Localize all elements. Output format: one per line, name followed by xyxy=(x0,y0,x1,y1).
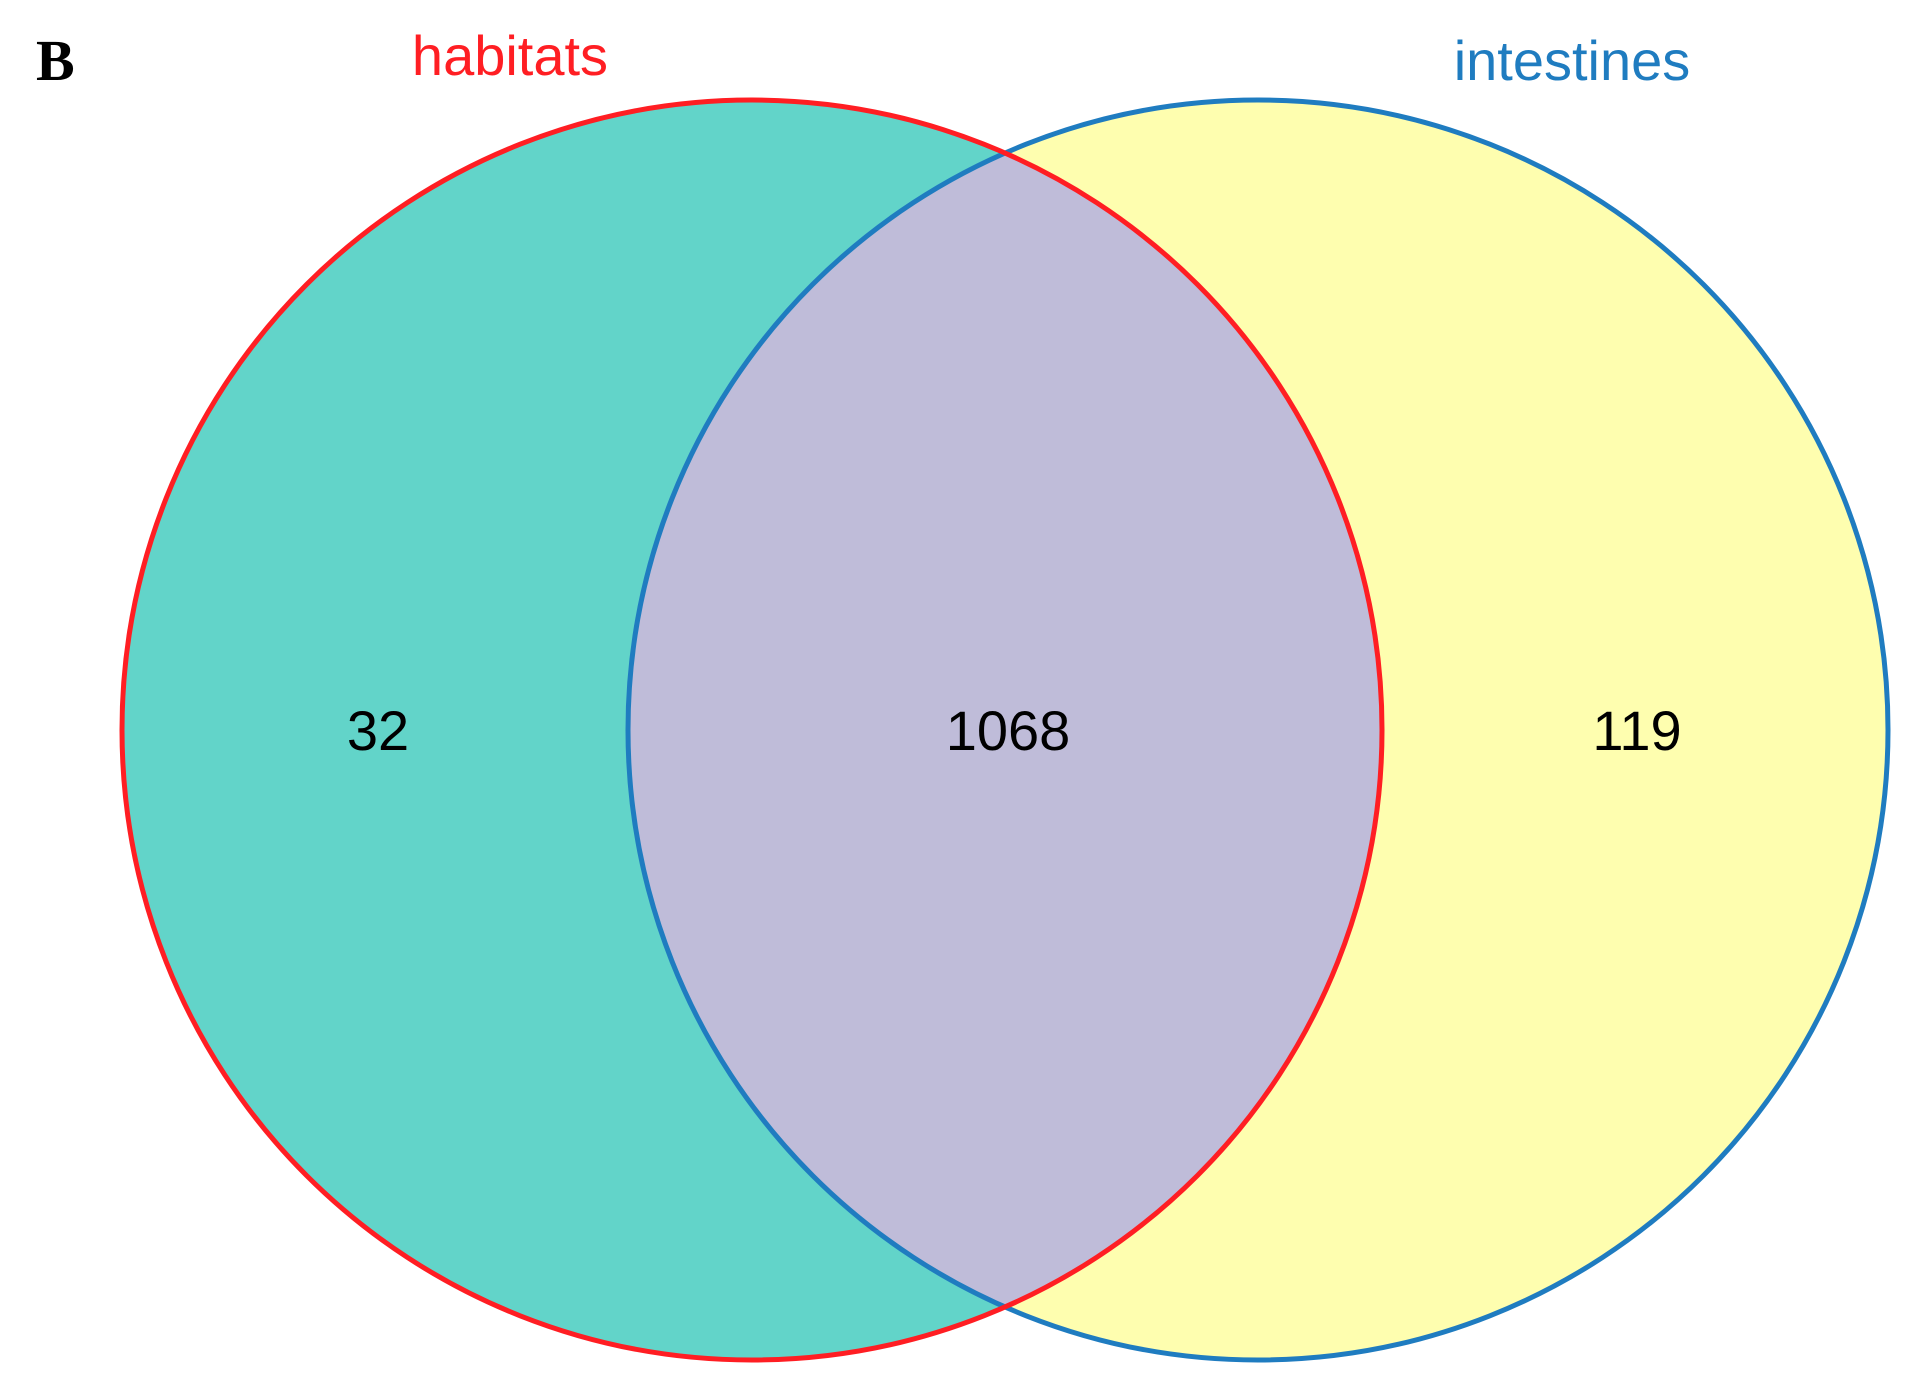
habitats-set-label: habitats xyxy=(412,24,608,87)
intersection-count: 1068 xyxy=(946,699,1071,762)
panel-label: B xyxy=(36,28,75,93)
intestines-circle-outline xyxy=(625,97,1891,1363)
habitats-only-count: 32 xyxy=(347,699,409,762)
overlap-region-fill xyxy=(628,100,1382,1360)
intestines-set-label: intestines xyxy=(1454,29,1691,92)
habitats-circle-outline xyxy=(119,97,1385,1363)
intestines-only-count: 119 xyxy=(1592,699,1681,762)
